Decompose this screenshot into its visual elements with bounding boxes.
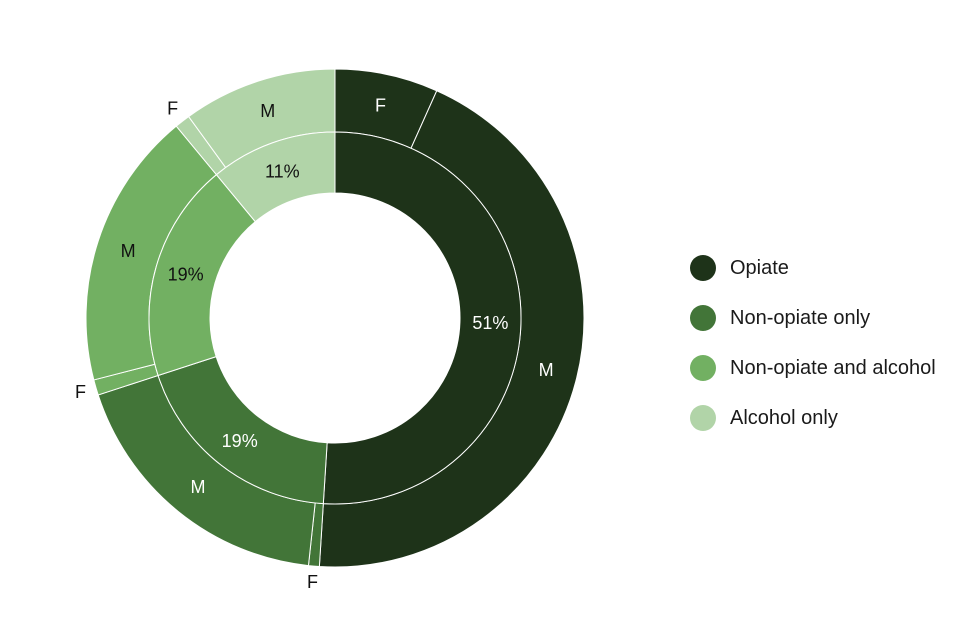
- legend-item-non-opiate-and-alcohol: Non-opiate and alcohol: [690, 343, 936, 393]
- inner-slice-opiate: [322, 131, 522, 505]
- inner-label-non-opiate-and-alcohol: 19%: [168, 265, 204, 285]
- legend-swatch-non-opiate-only: [690, 305, 716, 331]
- outer-label-non-opiate-only-f: F: [307, 572, 318, 592]
- legend-item-opiate: Opiate: [690, 243, 936, 293]
- outer-label-alcohol-only-m: M: [260, 101, 275, 121]
- legend-swatch-alcohol-only: [690, 405, 716, 431]
- legend-label-opiate: Opiate: [730, 256, 789, 279]
- outer-label-alcohol-only-f: F: [167, 99, 178, 119]
- legend-label-non-opiate-and-alcohol: Non-opiate and alcohol: [730, 356, 936, 379]
- inner-label-opiate: 51%: [472, 313, 508, 333]
- legend-swatch-non-opiate-and-alcohol: [690, 355, 716, 381]
- legend: Opiate Non-opiate only Non-opiate and alco…: [690, 243, 936, 443]
- outer-label-non-opiate-and-alcohol-m: M: [121, 241, 136, 261]
- outer-label-opiate-m: M: [539, 360, 554, 380]
- outer-label-non-opiate-and-alcohol-f: F: [75, 382, 86, 402]
- outer-label-opiate-f: F: [375, 95, 386, 115]
- inner-label-alcohol-only: 11%: [265, 162, 300, 182]
- legend-item-non-opiate-only: Non-opiate only: [690, 293, 936, 343]
- ring-labels: F M F M F M F M 51% 19% 19% 11%: [75, 95, 554, 592]
- legend-swatch-opiate: [690, 255, 716, 281]
- inner-ring: [148, 131, 522, 505]
- legend-label-non-opiate-only: Non-opiate only: [730, 306, 871, 329]
- inner-label-non-opiate-only: 19%: [222, 431, 258, 451]
- outer-label-non-opiate-only-m: M: [190, 477, 205, 497]
- legend-label-alcohol-only: Alcohol only: [730, 406, 838, 429]
- legend-item-alcohol-only: Alcohol only: [690, 393, 936, 443]
- inner-slice-alcohol-only: [215, 131, 336, 223]
